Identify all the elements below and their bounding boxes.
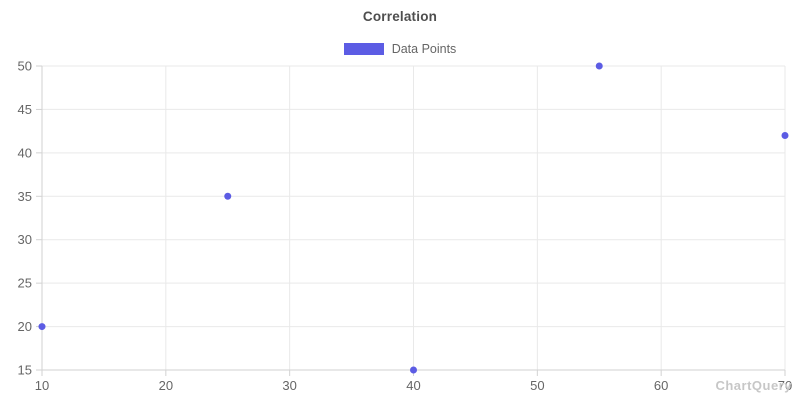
x-tick-label: 60 (654, 378, 668, 393)
legend-swatch (343, 43, 384, 55)
data-point[interactable] (38, 323, 46, 331)
y-tick-label: 40 (18, 145, 32, 160)
y-tick-label: 15 (18, 363, 32, 378)
y-tick-label: 25 (18, 276, 32, 291)
y-tick-label: 30 (18, 232, 32, 247)
y-tick-label: 20 (18, 319, 32, 334)
x-tick-label: 40 (406, 378, 420, 393)
x-tick-label: 20 (159, 378, 173, 393)
y-tick-label: 35 (18, 189, 32, 204)
data-point[interactable] (224, 192, 232, 200)
x-tick-label: 10 (35, 378, 49, 393)
data-point[interactable] (595, 62, 603, 70)
legend-item[interactable]: Data Points (0, 42, 800, 56)
data-point[interactable] (781, 131, 789, 139)
x-tick-label: 50 (530, 378, 544, 393)
x-tick-label: 70 (778, 378, 792, 393)
y-tick-label: 50 (18, 59, 32, 74)
x-tick-label: 30 (282, 378, 296, 393)
chart-title: Correlation (362, 9, 438, 24)
y-tick-label: 45 (18, 102, 32, 117)
legend-label: Data Points (391, 42, 457, 56)
data-point[interactable] (410, 366, 417, 374)
